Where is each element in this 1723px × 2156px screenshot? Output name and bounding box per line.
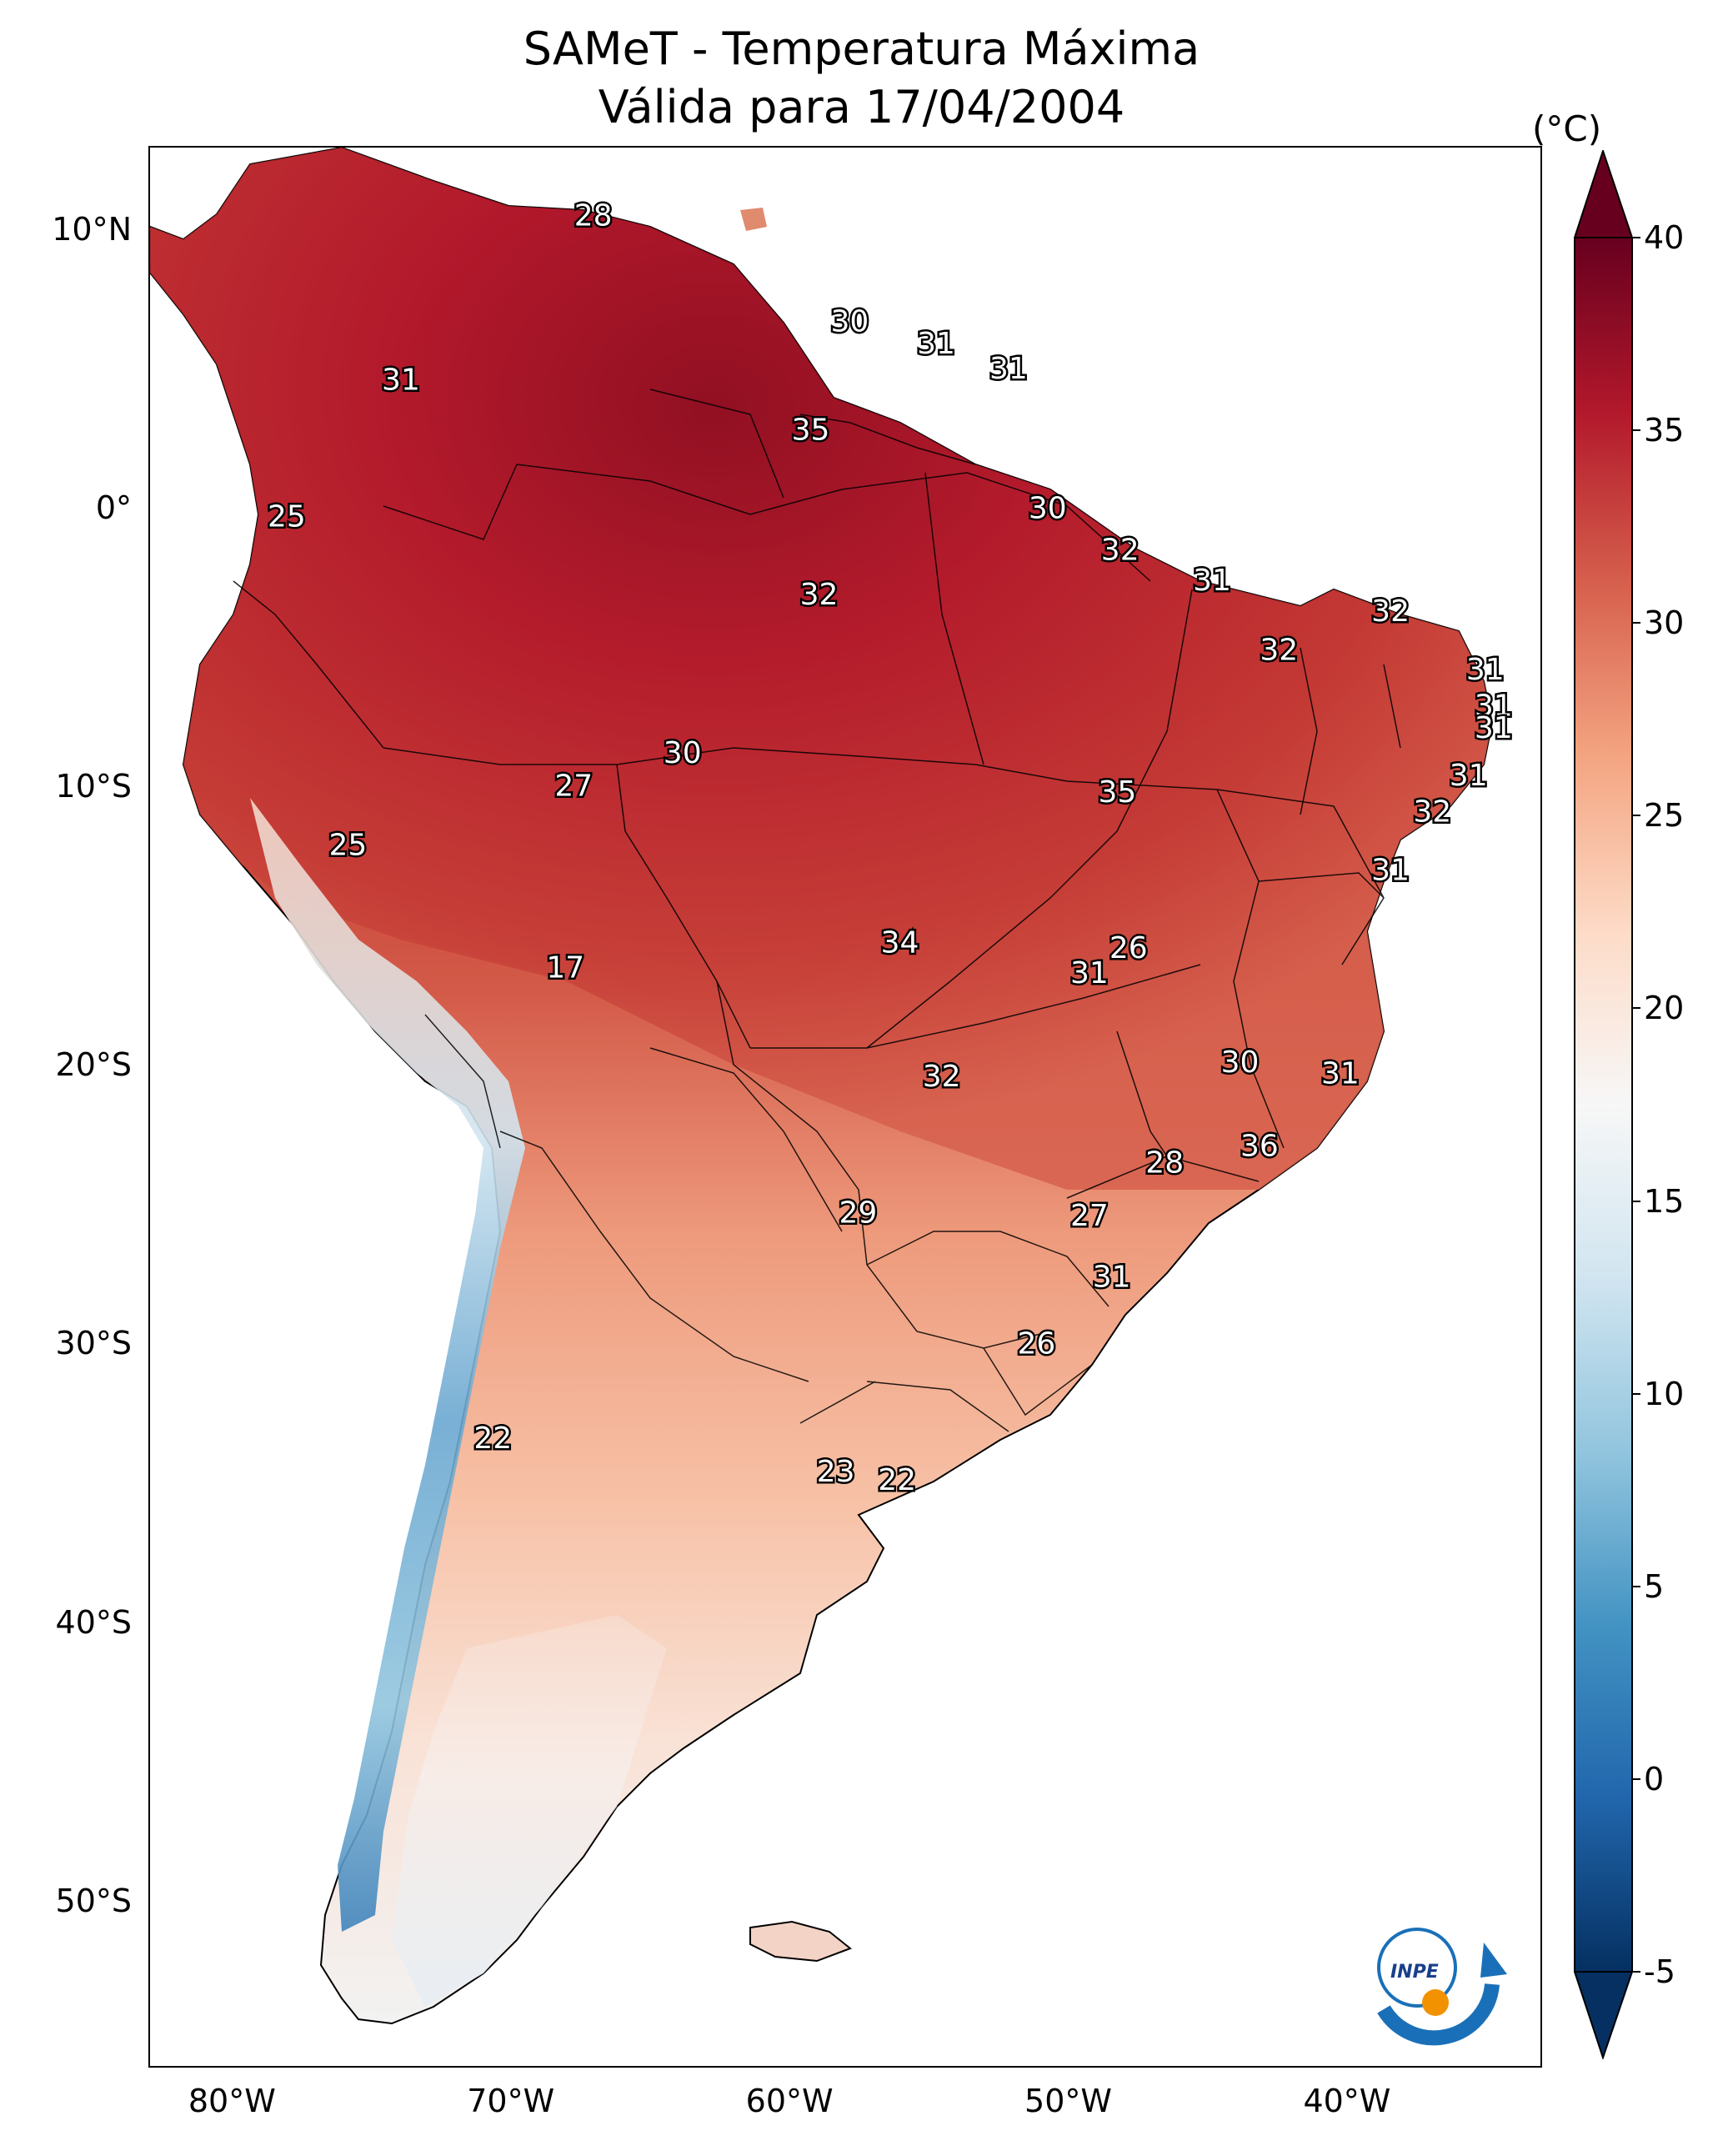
colorbar-tick-label: 20 bbox=[1644, 990, 1685, 1027]
colorbar-tick-label: 30 bbox=[1644, 604, 1685, 642]
station-value-label: 30 bbox=[1221, 1045, 1260, 1080]
station-value-label: 31 bbox=[989, 352, 1028, 386]
station-value-label: 30 bbox=[1029, 491, 1067, 525]
lon-tick-label: 60°W bbox=[745, 2083, 834, 2119]
lat-tick-label: 10°N bbox=[52, 211, 132, 248]
station-value-label: 22 bbox=[473, 1421, 512, 1456]
lat-tick-label: 40°S bbox=[55, 1603, 132, 1641]
logo-text: INPE bbox=[1390, 1962, 1439, 1983]
colorbar-tick-label: 10 bbox=[1644, 1375, 1685, 1412]
colorbar-body bbox=[1574, 237, 1633, 1973]
station-value-label: 28 bbox=[574, 199, 613, 233]
station-value-label: 36 bbox=[1240, 1129, 1279, 1163]
station-value-label: 27 bbox=[1070, 1199, 1109, 1233]
colorbar-tick-label: 5 bbox=[1644, 1567, 1665, 1605]
colorbar-tick-label: -5 bbox=[1644, 1953, 1675, 1990]
lon-tick-label: 50°W bbox=[1024, 2083, 1112, 2119]
hot-north-region bbox=[150, 148, 1492, 1190]
colorbar-tick-label: 35 bbox=[1644, 412, 1685, 449]
colorbar-top-arrow bbox=[1574, 150, 1634, 238]
colorbar-tick-mark bbox=[1632, 1007, 1640, 1010]
colorbar-tick-label: 40 bbox=[1644, 219, 1685, 256]
lon-tick-label: 80°W bbox=[188, 2083, 276, 2119]
station-value-label: 31 bbox=[1193, 564, 1231, 598]
station-value-label: 30 bbox=[830, 304, 869, 338]
colorbar-tick-mark bbox=[1632, 1585, 1640, 1587]
station-value-label: 32 bbox=[923, 1060, 961, 1094]
colorbar-tick-label: 25 bbox=[1644, 797, 1685, 835]
lat-tick-label: 50°S bbox=[55, 1882, 132, 1919]
lat-tick-label: 10°S bbox=[55, 768, 132, 805]
station-value-label: 32 bbox=[1260, 634, 1298, 668]
map-area[interactable]: 28 30 31 31 31 35 30 25 32 31 32 32 32 31 31 31 30 27 31 35… bbox=[148, 146, 1542, 2068]
map-title-line1: SAMeT - Temperatura Máxima bbox=[523, 23, 1200, 75]
station-value-label: 35 bbox=[792, 414, 830, 448]
station-value-label: 27 bbox=[554, 769, 593, 803]
colorbar-tick-mark bbox=[1632, 1971, 1640, 1973]
lon-tick-label: 70°W bbox=[467, 2083, 555, 2119]
station-value-label: 32 bbox=[1371, 594, 1410, 629]
lat-tick-label: 0° bbox=[95, 489, 132, 527]
station-value-label: 31 bbox=[917, 327, 955, 361]
colorbar-tick-mark bbox=[1632, 1200, 1640, 1202]
station-value-label: 22 bbox=[878, 1463, 916, 1497]
colorbar-tick-mark bbox=[1632, 622, 1640, 624]
station-value-label: 31 bbox=[1466, 653, 1505, 687]
patagonia-region bbox=[392, 1615, 667, 2007]
station-value-label: 31 bbox=[1475, 711, 1513, 745]
station-value-label: 28 bbox=[1145, 1146, 1184, 1180]
station-value-label: 29 bbox=[839, 1196, 877, 1230]
station-value-label: 31 bbox=[1070, 956, 1109, 990]
lon-tick-label: 40°W bbox=[1303, 2083, 1391, 2119]
falkland-islands bbox=[749, 1920, 852, 1963]
station-value-label: 30 bbox=[664, 736, 702, 770]
map-title-line2: Válida para 17/04/2004 bbox=[598, 81, 1125, 133]
station-value-label: 26 bbox=[1017, 1326, 1055, 1361]
station-value-label: 32 bbox=[1101, 533, 1139, 567]
colorbar-tick-label: 15 bbox=[1644, 1182, 1685, 1220]
andes-cold-strip bbox=[250, 798, 525, 1932]
political-borders bbox=[233, 389, 1401, 1432]
station-value-label: 25 bbox=[329, 828, 368, 862]
station-value-label: 25 bbox=[268, 499, 306, 534]
station-value-label: 17 bbox=[546, 950, 584, 985]
colorbar-tick-label: 0 bbox=[1644, 1760, 1665, 1798]
lat-tick-label: 30°S bbox=[55, 1325, 132, 1362]
colorbar bbox=[1574, 150, 1634, 2059]
colorbar-tick-mark bbox=[1632, 1777, 1640, 1780]
lat-tick-label: 20°S bbox=[55, 1046, 132, 1084]
station-value-label: 31 bbox=[1371, 854, 1410, 888]
station-value-label: 31 bbox=[382, 364, 420, 398]
colorbar-tick-mark bbox=[1632, 237, 1640, 238]
station-value-label: 31 bbox=[1450, 759, 1488, 793]
station-value-label: 31 bbox=[1475, 689, 1513, 723]
colorbar-unit: (°C) bbox=[1532, 108, 1602, 149]
caribbean-island bbox=[740, 208, 767, 231]
colorbar-bottom-arrow bbox=[1574, 1971, 1634, 2059]
colorbar-tick-mark bbox=[1632, 1392, 1640, 1395]
colorbar-tick-mark bbox=[1632, 815, 1640, 817]
station-value-label: 26 bbox=[1109, 931, 1148, 965]
station-value-label: 32 bbox=[800, 578, 839, 612]
station-value-label: 31 bbox=[1321, 1056, 1360, 1091]
station-value-label: 32 bbox=[1413, 795, 1451, 829]
station-value-label: 31 bbox=[1093, 1260, 1131, 1294]
inpe-logo-icon: INPE bbox=[1377, 1928, 1507, 2046]
station-value-label: 34 bbox=[881, 925, 919, 960]
station-value-label: 35 bbox=[1098, 775, 1136, 810]
colorbar-tick-mark bbox=[1632, 429, 1640, 432]
station-value-label: 23 bbox=[817, 1455, 855, 1489]
